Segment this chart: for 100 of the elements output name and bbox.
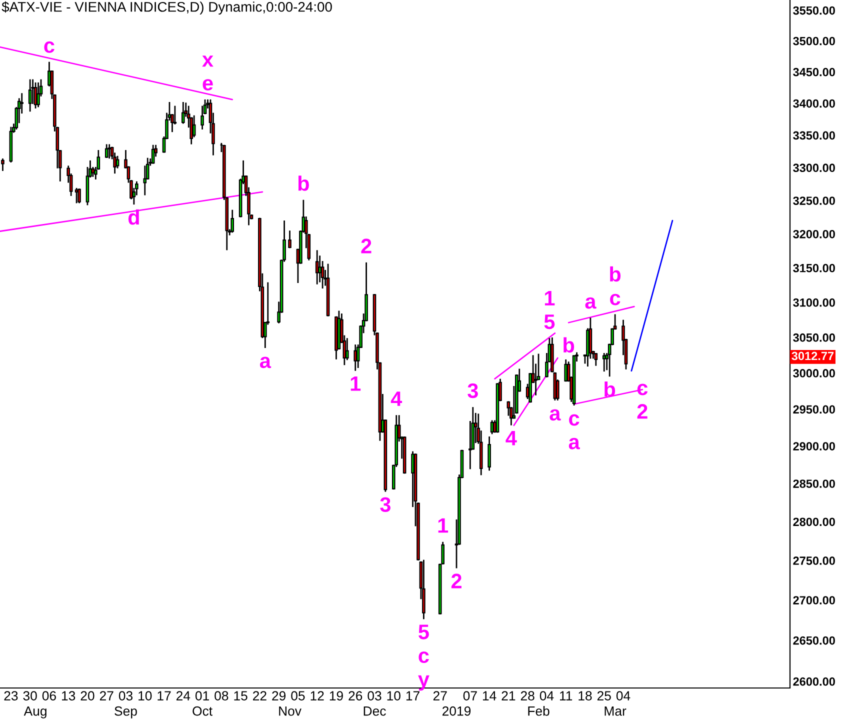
annotation: 3 — [380, 497, 390, 512]
y-tick-label: 2900.00 — [793, 442, 835, 450]
x-tick-label: 17 — [158, 691, 171, 700]
x-tick-label: 27 — [433, 691, 447, 700]
x-tick-label: 22 — [253, 691, 266, 700]
annotation: 4 — [390, 392, 402, 406]
x-tick-label: 13 — [62, 691, 76, 700]
y-tick-label: 2850.00 — [793, 480, 835, 488]
y-tick-label: 2600.00 — [793, 677, 835, 686]
annotation: a — [550, 409, 561, 421]
y-tick-label: 3150.00 — [793, 264, 835, 272]
x2-tick-label: 2019 — [442, 706, 471, 716]
candlestick — [200, 106, 204, 130]
x2-tick-label: Sep — [114, 706, 137, 718]
x2-tick-label: Feb — [528, 706, 550, 716]
annotation: 4 — [506, 430, 517, 446]
candlestick — [108, 144, 111, 159]
x-tick-label: 08 — [214, 691, 228, 700]
annotation: 5 — [418, 624, 429, 640]
annotation: c — [637, 384, 648, 396]
x-tick-label: 15 — [234, 691, 248, 700]
x-tick-label: 19 — [330, 691, 343, 700]
candlestick — [288, 230, 292, 248]
x-tick-label: 07 — [463, 691, 477, 700]
y-tick-label: 2750.00 — [793, 556, 835, 565]
x-tick-label: 17 — [406, 691, 420, 700]
candlestick — [422, 560, 426, 620]
x-tick-label: 27 — [100, 691, 114, 700]
annotation: b — [604, 381, 616, 397]
annotation: 3 — [468, 383, 478, 398]
annotation: 2 — [637, 404, 648, 419]
x-tick-label: 05 — [291, 691, 305, 700]
x-tick-label: 30 — [23, 691, 37, 700]
x-tick-label: 24 — [176, 691, 190, 700]
x-tick-label: 04 — [616, 691, 630, 700]
annotation: x — [202, 56, 214, 67]
candlestick — [594, 353, 598, 366]
annotation: a — [585, 297, 596, 309]
annotation: c — [569, 414, 580, 426]
y-tick-label: 3250.00 — [793, 196, 835, 205]
x-tick-label: 23 — [4, 691, 18, 700]
candlestick — [182, 102, 185, 124]
annotation: c — [44, 41, 54, 53]
candlestick — [354, 344, 358, 371]
x-tick-label: 21 — [502, 691, 516, 700]
candlestick — [1, 158, 4, 171]
y-tick-label: 3200.00 — [793, 230, 835, 238]
candlestick — [192, 115, 196, 138]
annotation: 2 — [451, 574, 462, 588]
x-tick-label: 10 — [387, 691, 400, 700]
x2-tick-label: Mar — [604, 706, 626, 716]
candlestick — [506, 401, 510, 416]
x-tick-label: 11 — [560, 691, 572, 700]
y-tick-label: 3300.00 — [793, 164, 835, 172]
x-tick-label: 01 — [195, 691, 209, 700]
x-tick-label: 03 — [368, 691, 382, 700]
annotation: 1 — [438, 518, 448, 533]
candlestick — [28, 79, 32, 112]
x-tick-label: 14 — [482, 691, 496, 700]
annotation: y — [418, 675, 430, 691]
y-tick-label: 2650.00 — [793, 636, 835, 645]
x-tick-label: 28 — [520, 691, 534, 700]
x-tick-label: 03 — [118, 691, 133, 700]
y-tick-label: 3050.00 — [793, 333, 835, 342]
x2-tick-label: Aug — [24, 706, 46, 718]
candlestick — [143, 166, 147, 196]
candlestick — [78, 188, 81, 204]
annotation: 2 — [361, 238, 372, 254]
annotation: e — [202, 79, 213, 90]
annotation: b — [564, 337, 574, 353]
x2-tick-label: Nov — [279, 706, 302, 716]
candlestick — [230, 210, 234, 233]
y-tick-label: 2950.00 — [793, 405, 835, 414]
y-tick-label: 3500.00 — [793, 36, 835, 46]
x-tick-label: 25 — [597, 691, 611, 700]
annotation: c — [418, 652, 429, 663]
annotation: 5 — [544, 314, 555, 330]
annotation: 1 — [350, 376, 361, 391]
chart-title: $ATX-VIE - VIENNA INDICES,D) Dynamic,0:00-24:00 — [2, 1, 332, 15]
x-tick-label: 26 — [348, 691, 362, 700]
y-tick-label: 2700.00 — [793, 596, 835, 604]
annotation: a — [260, 356, 272, 368]
x-tick-label: 18 — [578, 691, 592, 700]
x2-tick-label: Oct — [192, 706, 212, 716]
x2-tick-label: Dec — [364, 706, 386, 716]
candlestick — [36, 82, 40, 108]
annotation: c — [610, 294, 620, 306]
x-tick-label: 20 — [80, 691, 94, 700]
candlestick — [564, 359, 568, 382]
y-tick-label: 3400.00 — [793, 99, 835, 108]
annotation: a — [568, 438, 580, 450]
y-tick-label: 3350.00 — [793, 131, 835, 140]
y-tick-label: 3100.00 — [793, 298, 835, 307]
y-tick-label: 3000.00 — [793, 369, 835, 378]
annotation: 1 — [544, 290, 555, 306]
text: 3012.77 — [792, 352, 834, 360]
candlestick — [488, 436, 491, 471]
annotation: b — [610, 266, 621, 282]
x-tick-label: 12 — [310, 691, 324, 700]
x-tick-label: 10 — [138, 691, 152, 700]
